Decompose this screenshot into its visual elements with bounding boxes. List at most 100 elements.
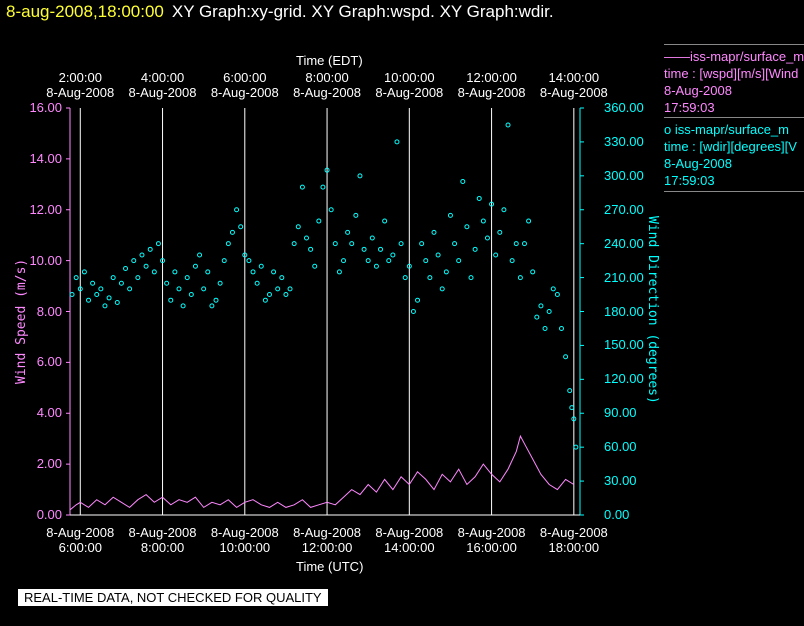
left-tick-label: 12.00 [29,201,62,217]
wind-direction-point [419,241,425,247]
wind-direction-point [341,258,347,264]
wind-direction-point [90,280,96,286]
bottom-tick-label: 8-Aug-2008 8:00:00 [128,525,197,555]
wind-direction-point [271,269,277,275]
wind-direction-point [225,241,231,247]
wind-direction-point [521,241,527,247]
wind-direction-point [102,303,108,309]
wind-direction-point [361,246,367,252]
legend-wdir-date: 8-Aug-2008 [664,156,732,171]
wind-direction-point [172,269,178,275]
bottom-tick-label: 8-Aug-2008 16:00:00 [457,525,526,555]
wind-direction-point [303,235,309,241]
wind-direction-point [509,258,515,264]
bottom-tick-label: 8-Aug-2008 14:00:00 [375,525,444,555]
wind-direction-point [283,292,289,298]
left-tick-label: 16.00 [29,100,62,115]
left-tick-label: 4.00 [36,405,62,421]
right-tick-label: 150.00 [604,337,644,353]
wind-direction-point [316,218,322,224]
wind-direction-point [279,275,285,281]
left-tick-label: 8.00 [36,303,62,319]
bottom-tick-label: 8-Aug-2008 18:00:00 [539,525,608,555]
wind-direction-point [168,297,174,303]
bottom-axis-title: Time (UTC) [296,559,364,574]
wind-direction-point [468,275,474,281]
wind-direction-point [238,224,244,230]
bottom-tick-label: 8-Aug-2008 10:00:00 [210,525,279,555]
wind-direction-point [143,263,149,269]
wind-direction-point [127,286,133,292]
legend-wspd-series: ——iss-mapr/surface_m [664,49,804,64]
wind-direction-point [423,258,429,264]
right-tick-label: 210.00 [604,269,644,285]
left-tick-label: 0.00 [36,507,62,522]
header-timestamp: 8-aug-2008,18:00:00 [6,2,164,21]
wind-direction-point [106,295,112,301]
right-tick-label: 30.00 [604,473,637,489]
wind-direction-point [415,297,421,303]
wind-direction-point [550,286,556,292]
wind-direction-point [530,269,536,275]
legend-separator-top [664,44,804,45]
wind-direction-point [246,258,252,264]
wind-direction-point [480,218,486,224]
wind-direction-point [398,241,404,247]
wind-direction-point [534,314,540,320]
top-axis-title: Time (EDT) [296,53,363,68]
wind-direction-point [386,258,392,264]
right-tick-label: 60.00 [604,439,637,455]
wind-direction-point [406,263,412,269]
wind-direction-point [427,275,433,281]
wind-direction-point [390,252,396,258]
left-tick-label: 6.00 [36,354,62,370]
legend-wdir-time: 17:59:03 [664,173,715,188]
wind-direction-point [378,246,384,252]
wind-direction-point [205,269,211,275]
wind-direction-point [431,229,437,235]
wind-direction-point [180,303,186,309]
wind-direction-point [493,252,499,258]
wind-direction-point [497,229,503,235]
wind-direction-point [221,258,227,264]
top-tick-label: 8:00:00 8-Aug-2008 [293,70,362,100]
wind-direction-point [308,246,314,252]
legend-separator-bottom [664,191,804,192]
right-tick-label: 240.00 [604,235,644,251]
wind-direction-point [291,241,297,247]
top-tick-label: 2:00:00 8-Aug-2008 [46,70,115,100]
wind-direction-point [77,286,83,292]
wind-direction-point [501,207,507,213]
wind-direction-point [353,212,359,218]
right-tick-label: 90.00 [604,405,637,421]
wind-direction-point [542,325,548,331]
wind-direction-point [114,299,120,305]
header-graph-list: XY Graph:xy-grid. XY Graph:wspd. XY Grap… [171,2,554,21]
wind-direction-point [176,286,182,292]
wind-direction-point [573,444,579,450]
chart-header: 8-aug-2008,18:00:00 XY Graph:xy-grid. XY … [6,2,554,22]
wind-direction-point [394,139,400,145]
left-tick-label: 14.00 [29,150,62,166]
wind-direction-point [447,212,453,218]
wind-direction-point [254,280,260,286]
quality-disclaimer: REAL-TIME DATA, NOT CHECKED FOR QUALITY [18,589,328,606]
wind-direction-point [328,207,334,213]
wind-direction-point [110,275,116,281]
wind-direction-point [131,258,137,264]
wind-direction-point [86,297,92,303]
wind-direction-point [123,266,129,272]
wind-direction-point [332,241,338,247]
wind-direction-point [320,184,326,190]
wind-direction-point [139,252,145,258]
wind-direction-point [275,286,281,292]
right-tick-label: 360.00 [604,100,644,115]
wind-direction-point [505,122,511,128]
wind-direction-point [336,269,342,275]
wind-direction-point [201,286,207,292]
right-tick-label: 300.00 [604,167,644,183]
wind-speed-line [69,434,575,511]
legend-wspd-date: 8-Aug-2008 [664,83,732,98]
left-tick-label: 10.00 [29,252,62,268]
wind-direction-point [402,275,408,281]
